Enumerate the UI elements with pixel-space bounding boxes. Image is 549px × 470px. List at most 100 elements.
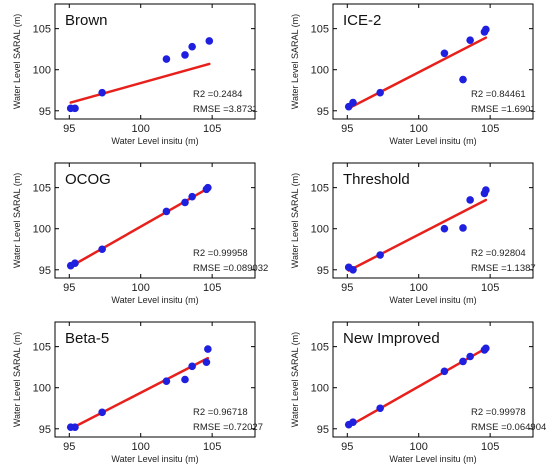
data-point: [440, 367, 449, 376]
data-point: [188, 192, 196, 201]
rmse-label: RMSE =0.72027: [193, 422, 263, 433]
y-axis-label: Water Level SARAL (m): [290, 14, 300, 109]
panel-title: Beta-5: [65, 330, 109, 347]
r2-label: R2 =0.92804: [471, 248, 526, 259]
scatter-panel: 95 100 105 95 100 105 Water Level insitu (m) Wa…: [12, 321, 263, 464]
data-point: [181, 51, 189, 59]
data-point: [71, 104, 79, 113]
data-point: [204, 183, 212, 192]
data-point: [459, 224, 467, 232]
data-point: [376, 88, 384, 97]
y-tick-label: 95: [317, 424, 329, 436]
data-point: [466, 196, 474, 204]
x-axis-label: Water Level insitu (m): [111, 454, 198, 464]
plot-frame: [54, 3, 256, 120]
data-point: [162, 207, 171, 216]
r2-label: R2 =0.84461: [471, 89, 526, 100]
x-tick-label: 100: [410, 282, 428, 294]
x-tick-label: 95: [63, 123, 75, 135]
y-tick-label: 95: [317, 265, 329, 277]
rmse-label: RMSE =1.1387: [471, 263, 536, 274]
y-tick-label: 95: [39, 265, 51, 277]
plot-frame: [54, 321, 256, 438]
x-axis-label: Water Level insitu (m): [389, 136, 476, 146]
x-tick-label: 95: [341, 282, 353, 294]
x-tick-label: 105: [481, 282, 499, 294]
plot-frame: [332, 162, 534, 279]
x-axis-label: Water Level insitu (m): [389, 295, 476, 305]
regression-line: [347, 36, 488, 110]
scatter-panel: 95 100 105 95 100 105 Water Level insitu (m) Wa…: [12, 3, 258, 146]
data-point: [376, 404, 384, 413]
x-axis-label: Water Level insitu (m): [111, 295, 198, 305]
x-tick-label: 95: [341, 123, 353, 135]
data-point: [98, 408, 106, 417]
y-axis-label: Water Level SARAL (m): [12, 332, 22, 427]
x-tick-label: 105: [481, 123, 499, 135]
y-tick-label: 105: [311, 24, 329, 36]
y-tick-label: 100: [33, 65, 51, 77]
data-point: [482, 186, 490, 194]
rmse-label: RMSE =0.064904: [471, 422, 546, 433]
panel-title: ICE-2: [343, 12, 381, 29]
data-point: [466, 36, 474, 44]
r2-label: R2 =0.99978: [471, 407, 526, 418]
x-tick-label: 95: [341, 441, 353, 453]
y-tick-label: 105: [311, 183, 329, 195]
y-tick-label: 105: [33, 183, 51, 195]
data-point: [349, 265, 357, 274]
rmse-label: RMSE =0.089032: [193, 263, 268, 274]
y-tick-label: 100: [311, 224, 329, 236]
y-tick-label: 95: [39, 106, 51, 118]
panel-title: OCOG: [65, 171, 111, 188]
x-tick-label: 100: [132, 282, 150, 294]
data-point: [204, 345, 212, 353]
data-point: [440, 49, 449, 58]
y-tick-label: 95: [39, 424, 51, 436]
y-axis-label: Water Level SARAL (m): [290, 332, 300, 427]
regression-line: [69, 356, 210, 431]
data-point: [71, 423, 79, 431]
y-tick-label: 105: [33, 342, 51, 354]
regression-line: [347, 198, 488, 272]
data-point: [202, 358, 211, 367]
data-point: [459, 357, 467, 366]
x-tick-label: 105: [481, 441, 499, 453]
y-tick-label: 100: [311, 65, 329, 77]
y-axis-label: Water Level SARAL (m): [290, 173, 300, 268]
data-point: [188, 362, 196, 371]
x-tick-label: 105: [203, 282, 221, 294]
x-tick-label: 105: [203, 123, 221, 135]
x-axis-label: Water Level insitu (m): [111, 136, 198, 146]
scatter-panel: 95 100 105 95 100 105 Water Level insitu (m) Wa…: [290, 321, 546, 464]
data-point: [482, 25, 490, 34]
data-point: [98, 245, 106, 254]
data-point: [376, 251, 384, 259]
data-point: [440, 224, 449, 233]
y-tick-label: 105: [33, 24, 51, 36]
y-tick-label: 100: [33, 224, 51, 236]
x-tick-label: 95: [63, 282, 75, 294]
data-point: [205, 37, 214, 45]
data-point: [162, 55, 171, 63]
data-point: [349, 98, 357, 107]
rmse-label: RMSE =3.8731: [193, 104, 258, 115]
x-tick-label: 100: [132, 123, 150, 135]
rmse-label: RMSE =1.6901: [471, 104, 536, 115]
y-axis-label: Water Level SARAL (m): [12, 173, 22, 268]
y-tick-label: 100: [311, 383, 329, 395]
x-tick-label: 95: [63, 441, 75, 453]
data-point: [181, 198, 189, 207]
y-tick-label: 100: [33, 383, 51, 395]
panel-title: Threshold: [343, 171, 410, 188]
data-point: [162, 377, 171, 385]
y-tick-label: 105: [311, 342, 329, 354]
data-point: [459, 75, 467, 84]
x-axis-label: Water Level insitu (m): [389, 454, 476, 464]
scatter-panel: 95 100 105 95 100 105 Water Level insitu (m) Wa…: [12, 162, 268, 305]
panel-title: Brown: [65, 12, 108, 29]
data-point: [482, 344, 490, 353]
data-point: [71, 259, 79, 268]
scatter-panel: 95 100 105 95 100 105 Water Level insitu (m) Wa…: [290, 162, 536, 305]
